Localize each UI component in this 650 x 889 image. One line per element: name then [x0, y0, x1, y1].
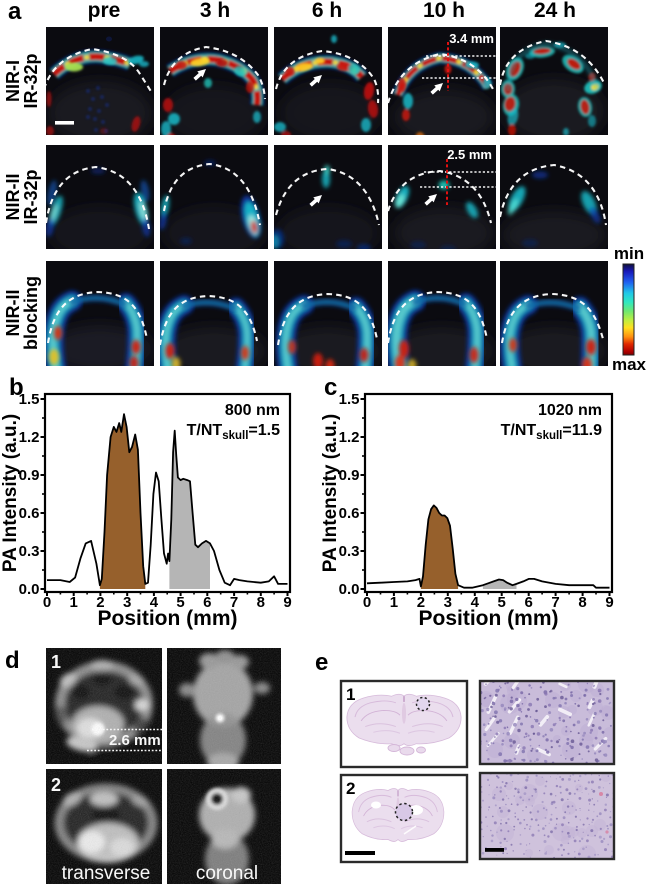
svg-text:0.9: 0.9	[19, 467, 40, 484]
svg-text:4: 4	[150, 594, 159, 611]
svg-text:8: 8	[257, 594, 265, 611]
svg-text:24 h: 24 h	[534, 0, 576, 22]
svg-text:min: min	[614, 244, 644, 263]
svg-text:PA Intensity (a.u.): PA Intensity (a.u.)	[0, 414, 21, 572]
svg-text:0.3: 0.3	[339, 543, 360, 560]
svg-text:1: 1	[390, 594, 398, 611]
svg-text:0.9: 0.9	[339, 467, 360, 484]
svg-text:PA Intensity (a.u.): PA Intensity (a.u.)	[320, 414, 341, 572]
svg-text:a: a	[8, 0, 22, 25]
svg-text:3: 3	[123, 594, 131, 611]
svg-text:pre: pre	[88, 0, 121, 22]
svg-text:2: 2	[96, 594, 104, 611]
svg-text:1.5: 1.5	[19, 391, 40, 408]
svg-text:0: 0	[43, 594, 51, 611]
svg-text:Position (mm): Position (mm)	[419, 607, 559, 630]
svg-text:1: 1	[346, 685, 355, 704]
svg-text:0.3: 0.3	[19, 543, 40, 560]
svg-text:T/NTskull=11.9: T/NTskull=11.9	[501, 422, 602, 442]
svg-text:3: 3	[444, 594, 452, 611]
svg-text:1.2: 1.2	[339, 429, 360, 446]
svg-text:T/NTskull=1.5: T/NTskull=1.5	[187, 422, 280, 442]
svg-text:NIR-IIblocking: NIR-IIblocking	[3, 276, 41, 350]
svg-text:b: b	[9, 374, 24, 401]
svg-text:2.5 mm: 2.5 mm	[447, 147, 492, 162]
svg-text:Position (mm): Position (mm)	[98, 607, 238, 630]
svg-text:8: 8	[578, 594, 586, 611]
svg-text:1: 1	[70, 594, 78, 611]
svg-text:10 h: 10 h	[423, 0, 465, 22]
svg-text:9: 9	[283, 594, 291, 611]
svg-text:2: 2	[417, 594, 425, 611]
svg-text:1020 nm: 1020 nm	[538, 402, 602, 419]
svg-text:7: 7	[551, 594, 559, 611]
svg-text:NIR-IIR-32p: NIR-IIR-32p	[3, 53, 41, 108]
svg-text:3.4 mm: 3.4 mm	[449, 31, 494, 46]
svg-text:0.6: 0.6	[339, 505, 360, 522]
svg-text:0: 0	[363, 594, 371, 611]
svg-text:6: 6	[525, 594, 533, 611]
svg-text:1.5: 1.5	[339, 391, 360, 408]
svg-text:9: 9	[605, 594, 613, 611]
svg-text:6 h: 6 h	[312, 0, 342, 22]
svg-text:5: 5	[176, 594, 184, 611]
svg-text:7: 7	[230, 594, 238, 611]
svg-text:c: c	[324, 374, 337, 401]
svg-text:0.0: 0.0	[339, 581, 360, 598]
svg-text:6: 6	[203, 594, 211, 611]
svg-text:3 h: 3 h	[200, 0, 230, 22]
svg-text:d: d	[5, 647, 20, 674]
svg-text:e: e	[315, 649, 328, 676]
svg-text:NIR-IIIR-32p: NIR-IIIR-32p	[3, 169, 41, 224]
svg-text:1.2: 1.2	[19, 429, 40, 446]
svg-text:2: 2	[346, 779, 355, 798]
svg-text:0.0: 0.0	[19, 581, 40, 598]
svg-text:800 nm: 800 nm	[225, 402, 280, 419]
svg-text:4: 4	[471, 594, 480, 611]
svg-text:0.6: 0.6	[19, 505, 40, 522]
svg-text:5: 5	[498, 594, 506, 611]
svg-text:max: max	[612, 355, 647, 374]
